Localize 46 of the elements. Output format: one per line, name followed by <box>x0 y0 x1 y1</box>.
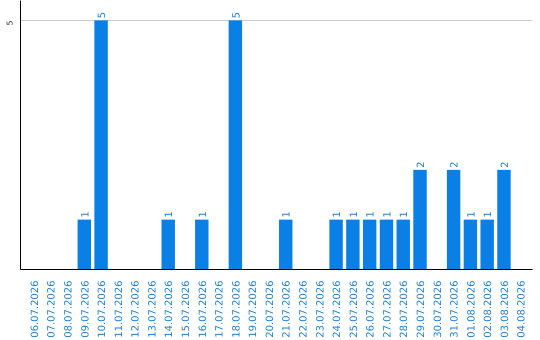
x-tick-label: 12.07.2026 <box>130 280 142 338</box>
data-label: 1 <box>332 211 344 218</box>
data-label: 1 <box>382 211 394 218</box>
data-label: 1 <box>198 211 209 218</box>
data-label: 1 <box>466 211 478 218</box>
data-label: 2 <box>500 161 511 168</box>
x-tick-label: 03.08.2026 <box>500 280 511 338</box>
data-label: 1 <box>399 211 410 218</box>
x-tick-label: 30.07.2026 <box>432 280 444 338</box>
x-tick-label: 09.07.2026 <box>80 280 92 338</box>
data-label: 1 <box>366 211 377 218</box>
x-tick-label: 18.07.2026 <box>231 280 242 338</box>
x-tick-label: 11.07.2026 <box>114 280 125 338</box>
data-label: 1 <box>483 211 494 218</box>
x-tick-label: 23.07.2026 <box>315 280 326 338</box>
x-tick-label: 16.07.2026 <box>198 280 209 338</box>
data-label: 5 <box>231 12 242 18</box>
x-tick-label: 06.07.2026 <box>30 280 41 338</box>
data-label: 2 <box>416 161 428 168</box>
x-tick-label: 31.07.2026 <box>450 280 461 338</box>
x-tick-label: 22.07.2026 <box>298 280 310 338</box>
x-tick-label: 01.08.2026 <box>466 280 478 338</box>
x-tick-label: 02.08.2026 <box>483 280 494 338</box>
x-tick-label: 15.07.2026 <box>181 280 192 338</box>
data-label: 2 <box>450 161 461 168</box>
x-tick-label: 21.07.2026 <box>282 280 293 338</box>
x-tick-label: 04.08.2026 <box>516 280 528 338</box>
x-tick-label: 24.07.2026 <box>332 280 344 338</box>
x-tick-label: 28.07.2026 <box>399 280 410 338</box>
x-tick-label: 07.07.2026 <box>46 280 58 338</box>
x-tick-label: 14.07.2026 <box>164 280 176 338</box>
x-tick-label: 17.07.2026 <box>214 280 226 338</box>
x-tick-label: 20.07.2026 <box>264 280 276 338</box>
x-tick-label: 27.07.2026 <box>382 280 394 338</box>
x-tick-label: 29.07.2026 <box>416 280 428 338</box>
x-tick-label: 19.07.2026 <box>248 280 260 338</box>
x-tick-label: 10.07.2026 <box>97 280 108 338</box>
data-label: 1 <box>80 211 92 218</box>
x-tick-label: 26.07.2026 <box>366 280 377 338</box>
x-tick-label: 25.07.2026 <box>348 280 360 338</box>
data-label: 1 <box>164 211 176 218</box>
x-tick-label: 13.07.2026 <box>147 280 158 338</box>
data-label: 1 <box>282 211 293 218</box>
data-label: 1 <box>348 211 360 218</box>
data-label: 5 <box>97 12 108 18</box>
x-tick-label: 08.07.2026 <box>64 280 75 338</box>
